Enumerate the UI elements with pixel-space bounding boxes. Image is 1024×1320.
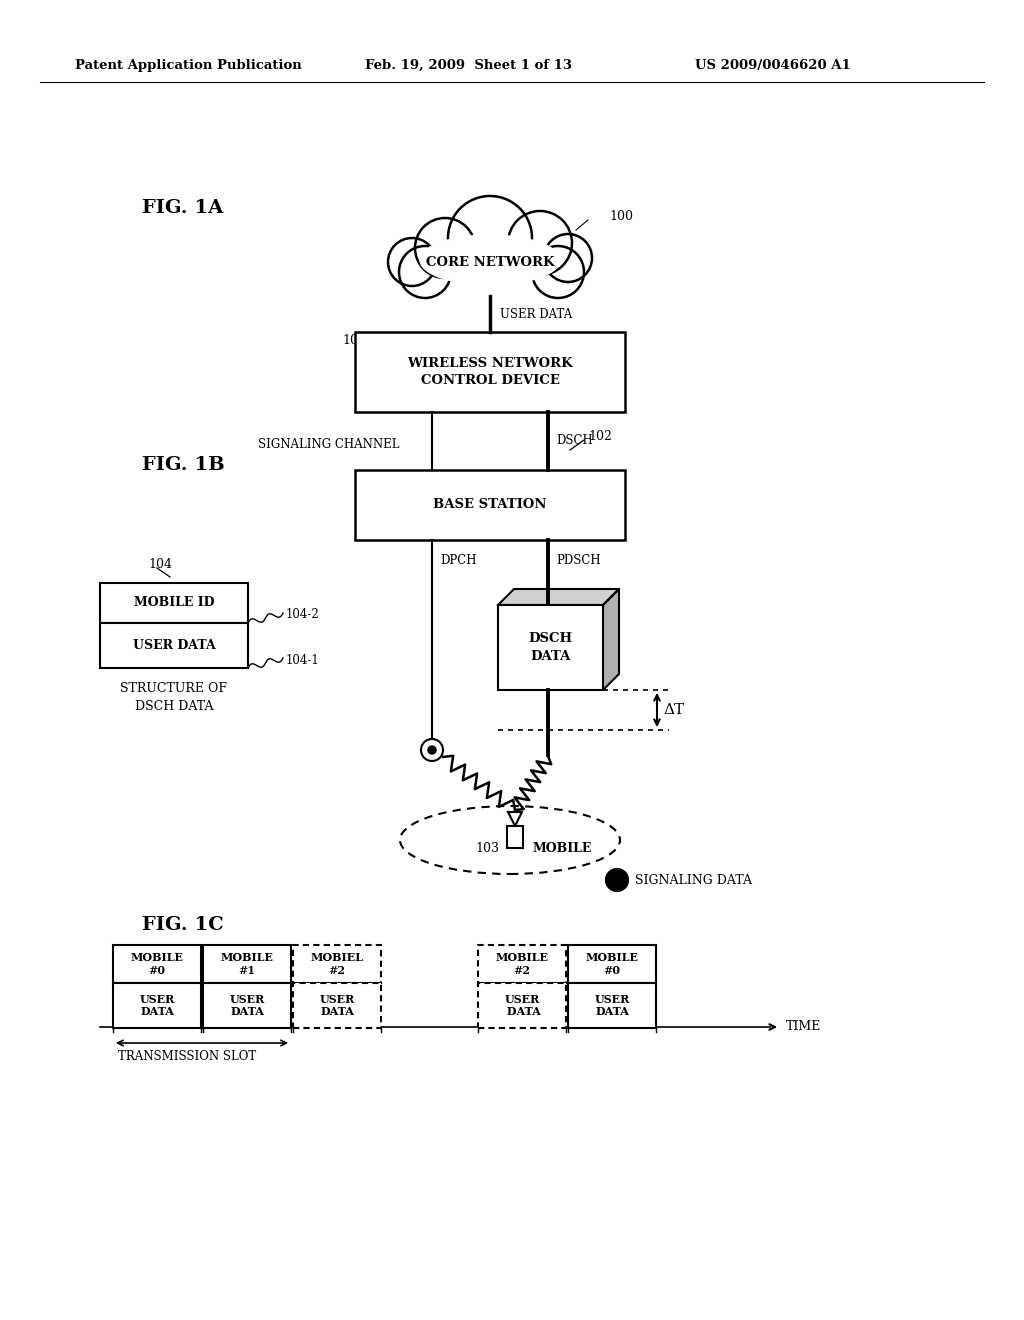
Text: Patent Application Publication: Patent Application Publication <box>75 58 302 71</box>
Text: TRANSMISSION SLOT: TRANSMISSION SLOT <box>118 1051 256 1064</box>
Circle shape <box>606 869 628 891</box>
Text: MOBILE
#2: MOBILE #2 <box>496 952 549 975</box>
Circle shape <box>421 739 443 762</box>
Polygon shape <box>603 589 618 690</box>
Text: FIG. 1C: FIG. 1C <box>142 916 224 935</box>
Text: DSCH
DATA: DSCH DATA <box>528 632 572 663</box>
Text: 103: 103 <box>475 842 499 854</box>
Bar <box>293 945 381 983</box>
Bar <box>498 605 603 690</box>
Text: 100: 100 <box>609 210 633 223</box>
Text: MOBILE ID: MOBILE ID <box>134 597 214 610</box>
Text: MOBIEL
#2: MOBIEL #2 <box>310 952 364 975</box>
Text: USER
DATA: USER DATA <box>139 994 175 1018</box>
Circle shape <box>508 211 572 275</box>
Text: USER
DATA: USER DATA <box>594 994 630 1018</box>
Text: PDSCH: PDSCH <box>556 553 601 566</box>
Ellipse shape <box>420 235 560 285</box>
Text: DPCH: DPCH <box>440 553 476 566</box>
Text: 104: 104 <box>148 558 172 572</box>
Text: SIGNALING DATA: SIGNALING DATA <box>635 874 752 887</box>
Bar <box>113 945 201 983</box>
Bar <box>507 826 523 847</box>
Circle shape <box>544 234 592 282</box>
Text: USER
DATA: USER DATA <box>319 994 354 1018</box>
Bar <box>100 623 248 668</box>
Text: US 2009/0046620 A1: US 2009/0046620 A1 <box>695 58 851 71</box>
Circle shape <box>415 218 475 279</box>
Circle shape <box>399 246 451 298</box>
Bar <box>203 983 291 1028</box>
Text: FIG. 1B: FIG. 1B <box>142 455 224 474</box>
Text: Feb. 19, 2009  Sheet 1 of 13: Feb. 19, 2009 Sheet 1 of 13 <box>365 58 572 71</box>
Bar <box>113 983 201 1028</box>
Text: ΔT: ΔT <box>663 704 684 717</box>
Text: DSCH: DSCH <box>556 433 593 446</box>
Bar <box>355 470 625 540</box>
Bar <box>478 945 566 983</box>
Bar <box>100 583 248 623</box>
Bar <box>568 983 656 1028</box>
Text: TIME: TIME <box>786 1020 821 1034</box>
Circle shape <box>428 746 436 754</box>
Text: 104-2: 104-2 <box>286 609 319 622</box>
Polygon shape <box>498 589 618 605</box>
Bar <box>203 945 291 983</box>
Circle shape <box>388 238 436 286</box>
Text: USER
DATA: USER DATA <box>229 994 264 1018</box>
Bar <box>293 983 381 1028</box>
Bar <box>355 333 625 412</box>
Bar <box>568 945 656 983</box>
Polygon shape <box>508 812 522 826</box>
Text: 104-1: 104-1 <box>286 653 319 667</box>
Bar <box>478 983 566 1028</box>
Text: USER DATA: USER DATA <box>500 309 572 322</box>
Text: FIG. 1A: FIG. 1A <box>142 199 223 216</box>
Text: 101: 101 <box>342 334 366 346</box>
Text: 102: 102 <box>588 429 612 442</box>
Text: CORE NETWORK: CORE NETWORK <box>426 256 554 268</box>
Text: MOBILE
#0: MOBILE #0 <box>586 952 639 975</box>
Text: SIGNALING CHANNEL: SIGNALING CHANNEL <box>258 437 399 450</box>
Circle shape <box>449 195 532 280</box>
Text: USER DATA: USER DATA <box>133 639 215 652</box>
Text: BASE STATION: BASE STATION <box>433 499 547 511</box>
Text: STRUCTURE OF
DSCH DATA: STRUCTURE OF DSCH DATA <box>121 682 227 714</box>
Text: MOBILE
#0: MOBILE #0 <box>130 952 183 975</box>
Text: MOBILE: MOBILE <box>534 842 592 854</box>
Circle shape <box>532 246 584 298</box>
Text: USER
 DATA: USER DATA <box>503 994 541 1018</box>
Text: MOBILE
#1: MOBILE #1 <box>220 952 273 975</box>
Text: WIRELESS NETWORK
CONTROL DEVICE: WIRELESS NETWORK CONTROL DEVICE <box>408 356 572 387</box>
